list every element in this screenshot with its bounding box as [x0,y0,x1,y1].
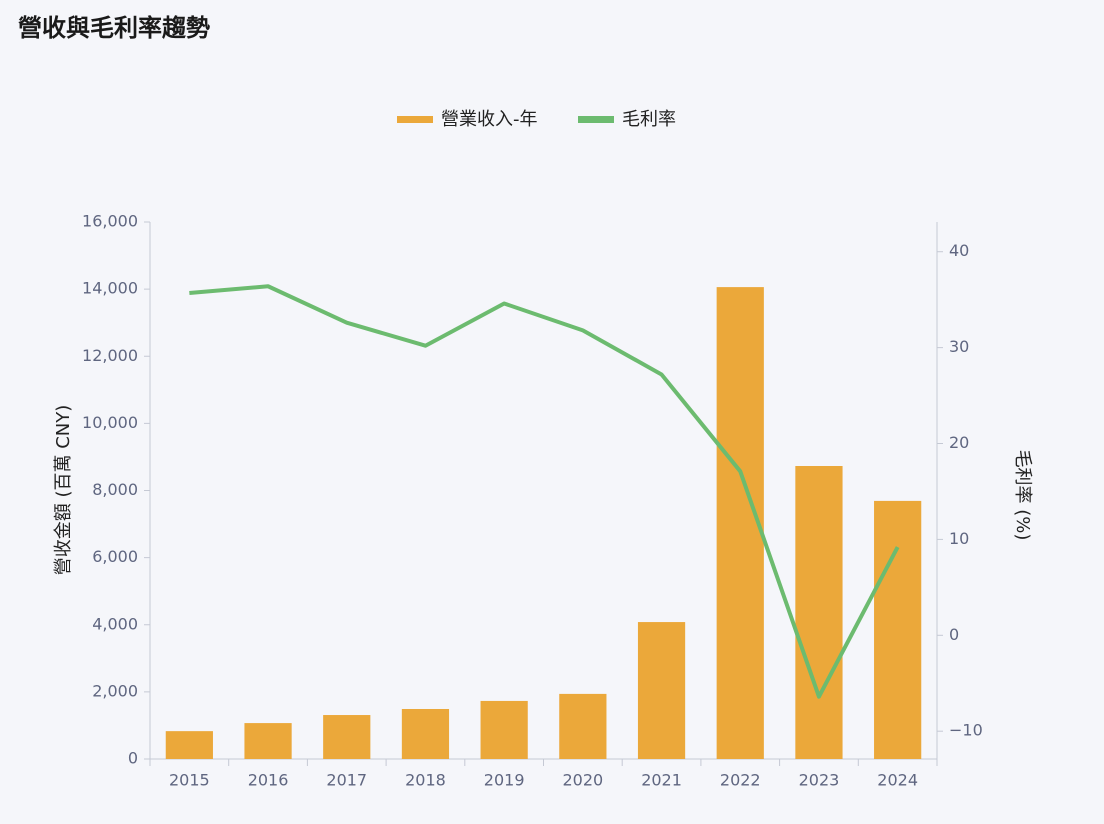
legend-swatch [397,116,433,123]
x-tick-label: 2022 [720,771,761,790]
x-tick-label: 2024 [877,771,918,790]
y2-tick-label: −10 [949,721,983,740]
x-tick-label: 2019 [484,771,525,790]
x-tick-label: 2017 [326,771,367,790]
line [189,284,900,699]
bar [323,715,371,759]
x-tick-label: 2020 [562,771,603,790]
legend-label: 毛利率 [622,109,676,130]
y-tick-label: 8,000 [92,480,138,499]
x-tick-label: 2023 [799,771,840,790]
y-tick-label: 16,000 [82,212,138,231]
y2-tick-label: 0 [949,625,959,644]
bar [795,465,843,759]
y-tick-label: 2,000 [92,681,138,700]
bar [401,708,450,759]
y-tick-label: 6,000 [92,547,138,566]
x-tick-label: 2015 [169,771,210,790]
legend-swatch [578,116,614,123]
bar [874,500,922,759]
bar [637,622,686,759]
y2-tick-label: 40 [949,241,969,260]
bar [165,731,213,759]
y2-tick-label: 30 [949,337,969,356]
y2-axis-title: 毛利率 (%) [1012,450,1033,541]
y-axis-title: 營收金額 (百萬 CNY) [53,405,74,576]
bar [716,287,764,759]
y-tick-label: 10,000 [82,413,138,432]
bar [480,700,528,759]
bar [244,723,292,759]
x-tick-label: 2018 [405,771,446,790]
chart-title: 營收與毛利率趨勢 [18,14,210,42]
bar [559,693,607,759]
legend-label: 營業收入-年 [441,109,538,130]
x-tick-label: 2016 [248,771,289,790]
y-tick-label: 14,000 [82,279,138,298]
y2-tick-label: 20 [949,433,969,452]
y-tick-label: 12,000 [82,346,138,365]
y2-tick-label: 10 [949,529,969,548]
y-tick-label: 4,000 [92,614,138,633]
y-tick-label: 0 [128,749,138,768]
x-tick-label: 2021 [641,771,682,790]
